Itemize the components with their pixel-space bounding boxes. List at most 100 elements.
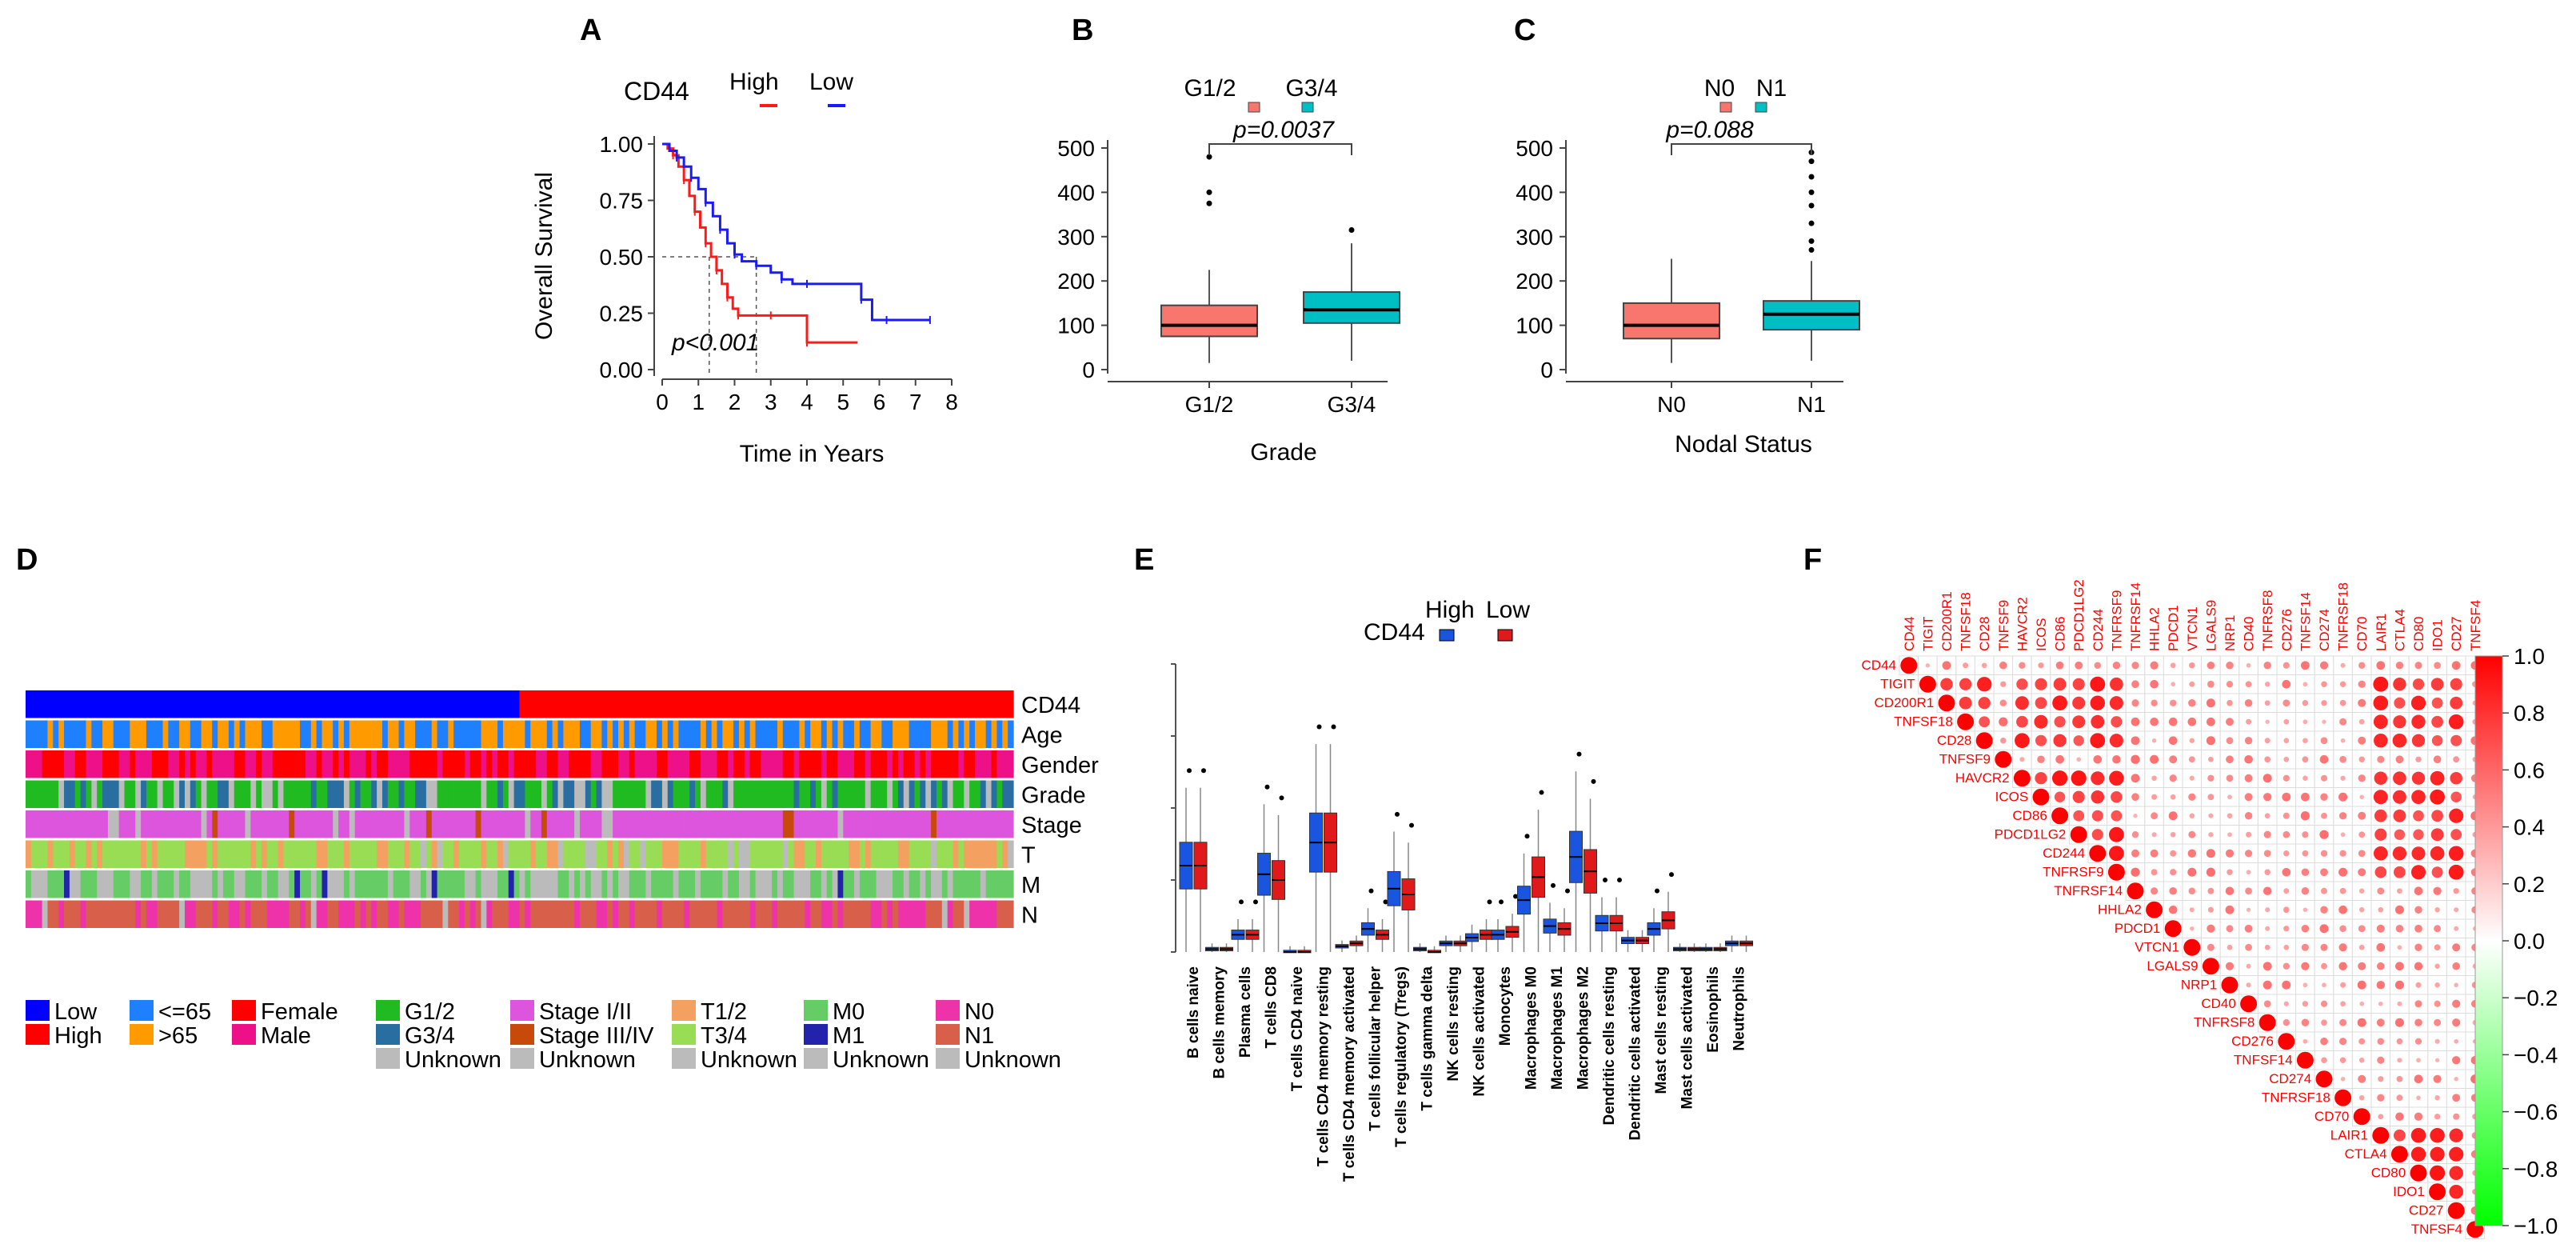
f-corr-dot <box>2131 793 2139 802</box>
d-cell <box>497 780 504 808</box>
d-legend-label: <=65 <box>158 999 211 1025</box>
f-corr-dot <box>2015 733 2030 749</box>
d-legend-label: G3/4 <box>405 1023 455 1049</box>
d-cell <box>393 810 400 838</box>
d-cell <box>546 750 553 778</box>
d-cell <box>513 900 521 928</box>
d-cell <box>557 810 564 838</box>
d-cell <box>448 690 454 718</box>
d-cell <box>174 840 180 868</box>
d-cell <box>409 780 416 808</box>
d-cell <box>135 780 142 808</box>
d-cell <box>283 750 290 778</box>
f-corr-dot <box>2302 756 2309 763</box>
f-colorbar <box>2474 655 2503 1226</box>
d-cell <box>657 750 663 778</box>
f-corr-dot <box>2394 980 2404 990</box>
e-category-label: NK cells resting <box>1445 966 1462 1082</box>
d-cell <box>705 900 713 928</box>
d-cell <box>250 750 257 778</box>
d-cell <box>393 720 400 748</box>
f-corr-dot <box>2339 718 2347 726</box>
d-cell <box>821 870 828 898</box>
d-legend-swatch <box>26 1024 50 1045</box>
d-cell <box>305 720 312 748</box>
d-cell <box>272 780 279 808</box>
f-corr-dot <box>2207 887 2215 894</box>
f-corr-dot <box>2055 754 2064 764</box>
f-corr-dot <box>2454 1077 2458 1082</box>
f-corr-dot <box>2300 811 2310 821</box>
d-cell <box>469 780 477 808</box>
f-corr-dot <box>2358 756 2365 762</box>
d-cell <box>601 720 608 748</box>
f-corr-dot <box>2240 995 2258 1013</box>
d-cell <box>425 690 433 718</box>
f-corr-dot <box>2169 755 2178 764</box>
d-cell <box>475 900 482 928</box>
d-cell <box>404 870 410 898</box>
f-corr-dot <box>1938 694 1955 712</box>
d-cell <box>777 720 784 748</box>
d-cell <box>80 900 87 928</box>
f-corr-dot <box>2434 982 2440 988</box>
d-cell <box>931 780 937 808</box>
f-corr-dot <box>2320 1037 2328 1046</box>
d-cell <box>36 690 43 718</box>
d-cell <box>766 810 773 838</box>
d-cell <box>425 720 433 748</box>
f-corr-dot <box>2015 696 2029 710</box>
f-corr-dot <box>2107 863 2125 881</box>
d-cell <box>788 840 795 868</box>
f-corr-dot <box>2111 810 2123 822</box>
d-cell <box>404 840 410 868</box>
d-cell <box>601 900 608 928</box>
f-corr-dot <box>1919 675 1936 693</box>
d-cell <box>941 690 949 718</box>
f-corr-dot <box>2226 925 2234 933</box>
f-corr-dot <box>2302 682 2308 687</box>
d-cell <box>338 720 345 748</box>
d-cell <box>678 750 685 778</box>
d-cell <box>832 900 839 928</box>
d-cell <box>195 690 202 718</box>
d-cell <box>486 690 493 718</box>
e-outlier <box>1576 751 1582 757</box>
d-cell <box>563 780 569 808</box>
f-corr-dot <box>2447 1202 2465 1219</box>
e-outlier <box>1383 899 1388 905</box>
d-row-label: Gender <box>1021 753 1099 778</box>
d-cell <box>590 780 597 808</box>
f-corr-dot <box>2072 790 2085 803</box>
d-cell <box>80 810 87 838</box>
d-cell <box>546 690 553 718</box>
c-plot-y-tick-label: 100 <box>1516 314 1553 338</box>
d-cell <box>865 750 872 778</box>
d-cell <box>805 780 811 808</box>
e-legend-high-swatch <box>1439 629 1455 642</box>
d-cell <box>733 900 740 928</box>
f-corr-dot <box>1999 717 2008 726</box>
f-corr-dot <box>2207 680 2215 688</box>
d-cell <box>354 810 361 838</box>
e-outlier <box>1409 822 1414 828</box>
d-cell <box>657 840 663 868</box>
f-corr-dot <box>2263 793 2272 802</box>
f-row-label: TNFSF18 <box>1894 714 1953 730</box>
d-cell <box>887 750 893 778</box>
d-cell <box>53 690 59 718</box>
d-cell <box>333 750 339 778</box>
d-cell <box>492 720 498 748</box>
d-cell <box>717 840 723 868</box>
d-cell <box>964 900 970 928</box>
e-category-label: Macrophages M1 <box>1549 966 1566 1090</box>
d-cell <box>212 750 218 778</box>
a-ylabel: Overall Survival <box>531 172 557 340</box>
d-cell <box>744 780 751 808</box>
f-corr-dot <box>2207 906 2214 913</box>
d-cell <box>958 900 965 928</box>
d-cell <box>700 900 707 928</box>
f-corr-dot <box>2414 662 2422 670</box>
d-cell <box>162 810 169 838</box>
d-cell <box>601 750 608 778</box>
